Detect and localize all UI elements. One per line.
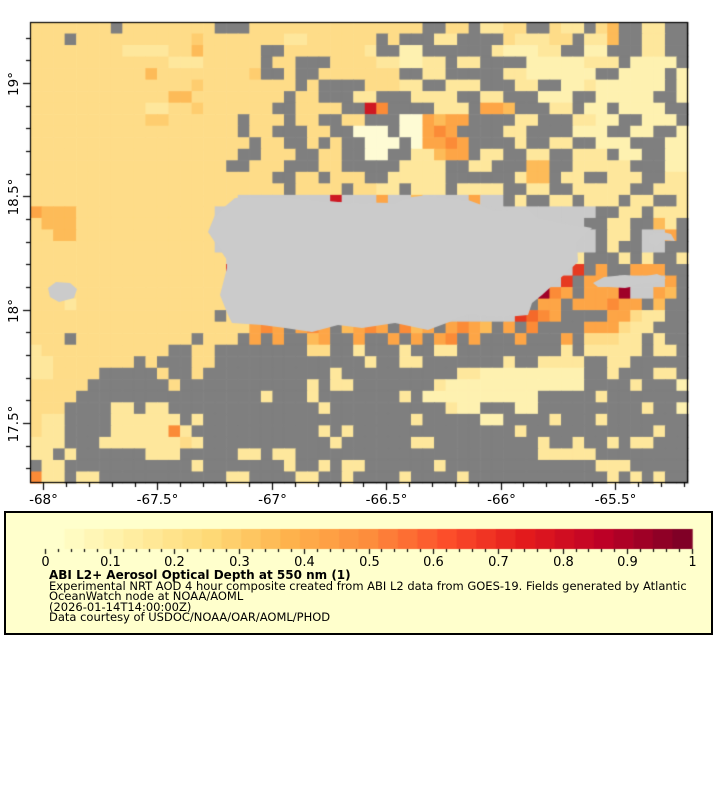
y-axis-tick-label: 18.5° [6, 178, 22, 215]
x-axis-tick-label: -68° [29, 492, 58, 508]
colorbar-tick-label: 0.7 [488, 555, 509, 570]
x-axis-tick-label: -66° [487, 492, 516, 508]
x-axis-tick-label: -67° [258, 492, 287, 508]
x-axis-tick-label: -65.5° [594, 492, 637, 508]
legend-courtesy-line: Data courtesy of USDOC/NOAA/OAR/AOML/PHO… [49, 610, 331, 625]
y-axis-tick-label: 17.5° [6, 405, 22, 442]
x-axis-tick-label: -66.5° [365, 492, 408, 508]
x-axis-tick-label: -67.5° [136, 492, 179, 508]
colorbar-tick-label: 0.8 [553, 555, 574, 570]
colorbar-tick-label: 0.6 [423, 555, 444, 570]
y-axis-tick-label: 18° [6, 298, 22, 323]
colorbar-tick-label: 0.5 [359, 555, 380, 570]
y-axis-tick-label: 19° [6, 71, 22, 96]
colorbar-tick-label: 1 [688, 555, 697, 570]
legend-text-block: ABI L2+ Aerosol Optical Depth at 550 nm … [49, 569, 687, 625]
colorbar-tick-label: 0.9 [617, 555, 638, 570]
